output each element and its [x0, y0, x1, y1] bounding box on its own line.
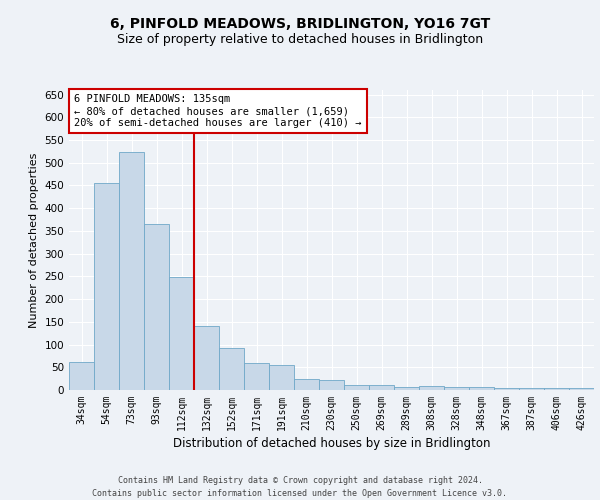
Bar [244, 363, 269, 390]
Bar [194, 326, 219, 390]
Bar [69, 362, 94, 390]
Bar [344, 386, 369, 390]
Bar [369, 384, 394, 390]
X-axis label: Distribution of detached houses by size in Bridlington: Distribution of detached houses by size … [173, 437, 490, 450]
Bar [494, 388, 519, 390]
Bar [544, 388, 569, 390]
Bar [169, 278, 194, 390]
Text: Contains HM Land Registry data © Crown copyright and database right 2024.
Contai: Contains HM Land Registry data © Crown c… [92, 476, 508, 498]
Bar [519, 388, 544, 390]
Bar [319, 380, 344, 390]
Bar [119, 152, 144, 390]
Text: 6 PINFOLD MEADOWS: 135sqm
← 80% of detached houses are smaller (1,659)
20% of se: 6 PINFOLD MEADOWS: 135sqm ← 80% of detac… [74, 94, 362, 128]
Text: Size of property relative to detached houses in Bridlington: Size of property relative to detached ho… [117, 32, 483, 46]
Bar [569, 388, 594, 390]
Bar [419, 386, 444, 390]
Bar [469, 388, 494, 390]
Y-axis label: Number of detached properties: Number of detached properties [29, 152, 39, 328]
Bar [444, 388, 469, 390]
Bar [219, 348, 244, 390]
Bar [94, 183, 119, 390]
Bar [294, 378, 319, 390]
Bar [394, 387, 419, 390]
Bar [144, 224, 169, 390]
Text: 6, PINFOLD MEADOWS, BRIDLINGTON, YO16 7GT: 6, PINFOLD MEADOWS, BRIDLINGTON, YO16 7G… [110, 18, 490, 32]
Bar [269, 366, 294, 390]
